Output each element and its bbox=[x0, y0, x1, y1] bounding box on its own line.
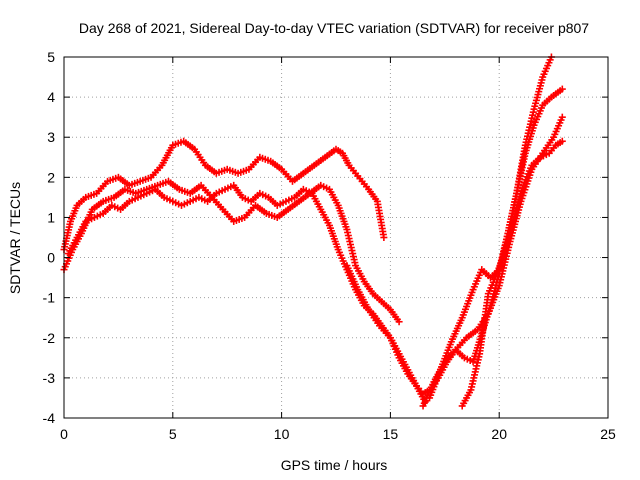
y-tick-label: 0 bbox=[47, 250, 55, 266]
y-tick-label: 4 bbox=[47, 89, 55, 105]
y-tick-label: -3 bbox=[43, 370, 56, 386]
grid bbox=[64, 57, 608, 418]
x-axis-label: GPS time / hours bbox=[281, 457, 388, 473]
data-point-marker bbox=[380, 234, 388, 241]
y-tick-label: -4 bbox=[43, 410, 56, 426]
y-tick-label: 1 bbox=[47, 209, 55, 225]
x-tick-label: 0 bbox=[60, 426, 68, 442]
series-line bbox=[63, 180, 400, 323]
y-tick-label: -1 bbox=[43, 290, 56, 306]
y-tick-label: -2 bbox=[43, 330, 56, 346]
data-point-marker bbox=[558, 85, 566, 93]
y-axis-label: SDTVAR / TECUs bbox=[7, 182, 23, 294]
x-tick-label: 20 bbox=[491, 426, 507, 442]
x-tick-label: 15 bbox=[383, 426, 399, 442]
x-tick-label: 5 bbox=[169, 426, 177, 442]
y-tick-label: 3 bbox=[47, 129, 55, 145]
series-track-1 bbox=[60, 137, 388, 254]
series-line bbox=[428, 88, 563, 399]
x-tick-label: 10 bbox=[274, 426, 290, 442]
series-line bbox=[346, 56, 553, 395]
series-track-2 bbox=[60, 177, 403, 326]
data-point-marker bbox=[395, 318, 403, 326]
series-track-7 bbox=[426, 85, 566, 402]
chart-title: Day 268 of 2021, Sidereal Day-to-day VTE… bbox=[79, 20, 589, 36]
y-tick-label: 5 bbox=[47, 49, 55, 65]
x-tick-label: 25 bbox=[600, 426, 616, 442]
data-series bbox=[60, 53, 566, 410]
data-point-marker bbox=[558, 113, 566, 121]
y-tick-label: 2 bbox=[47, 169, 55, 185]
axis-ticks: 0 5 10 15 20 25 -4 -3 -2 -1 0 1 2 3 4 5 bbox=[43, 49, 616, 442]
series-track-6 bbox=[458, 137, 566, 410]
data-point-marker bbox=[558, 137, 566, 145]
plot-frame bbox=[63, 56, 609, 419]
